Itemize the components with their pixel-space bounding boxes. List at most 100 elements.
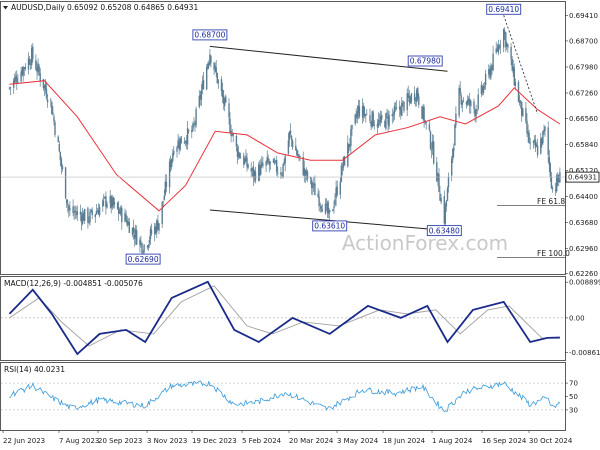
candle-body	[350, 129, 352, 146]
candle-body	[510, 47, 512, 59]
candle-body	[149, 228, 152, 239]
candle-body	[43, 85, 46, 89]
candle-body	[521, 102, 523, 116]
candle-body	[260, 164, 262, 175]
candle-body	[314, 183, 316, 196]
price-layer: FE 61.8 FE 100.0 0.69410 0.68700 0.67980 0.63…	[1, 3, 570, 265]
candle-body	[401, 102, 403, 116]
candle-body	[317, 193, 319, 197]
candle-body	[454, 124, 456, 146]
candle-body	[361, 105, 364, 118]
candle-body	[118, 206, 120, 214]
candle-body	[274, 160, 277, 162]
candle-body	[179, 138, 181, 150]
candle-body	[340, 165, 343, 182]
candle-body	[23, 67, 25, 69]
candle-body	[178, 142, 180, 148]
rsi-tick-label: 50	[569, 393, 578, 401]
candle-body	[289, 130, 292, 135]
candle-body	[281, 175, 283, 177]
candle-body	[319, 204, 321, 205]
price-label: 0.63480	[429, 226, 460, 235]
candle-body	[119, 212, 121, 214]
candle-body	[87, 208, 89, 223]
candle-body	[112, 197, 115, 206]
price-label-box	[125, 253, 161, 265]
candle-body	[342, 156, 345, 168]
date-tick-label: 1 Aug 2024	[432, 437, 473, 445]
price-label: 0.69410	[488, 5, 519, 14]
candle-body	[437, 172, 439, 180]
candle-body	[512, 66, 514, 73]
candle-body	[121, 208, 123, 223]
candle-body	[313, 183, 315, 186]
candle-body	[191, 130, 193, 132]
price-label-box	[426, 225, 462, 237]
candle-body	[39, 73, 41, 81]
candle-body	[421, 106, 423, 119]
candle-body	[518, 100, 521, 103]
candle-body	[549, 163, 551, 177]
candle-body	[141, 243, 143, 254]
candle-body	[468, 98, 470, 102]
candle-body	[498, 46, 501, 48]
candle-body	[343, 156, 346, 166]
candle-body	[124, 212, 126, 222]
candle-body	[273, 161, 276, 163]
candle-body	[22, 67, 24, 76]
candle-body	[184, 140, 187, 143]
candle-body	[254, 171, 257, 181]
date-tick-label: 30 Oct 2024	[529, 437, 573, 445]
candle-body	[459, 88, 461, 94]
watermark: ActionForex.com	[342, 231, 508, 255]
candle-body	[334, 199, 336, 205]
candle-body	[536, 145, 539, 155]
candle-body	[417, 88, 419, 99]
symbol-label: AUDUSD,Daily	[11, 3, 65, 12]
candle-body	[176, 147, 178, 152]
candle-body	[507, 44, 509, 48]
price-label: 0.63610	[314, 222, 345, 231]
date-tick-label: 5 Feb 2024	[242, 437, 282, 445]
candle-body	[339, 181, 341, 195]
candle-body	[61, 166, 64, 169]
candle-body	[503, 29, 505, 48]
candle-body	[8, 87, 11, 89]
candle-body	[399, 106, 401, 110]
candle-body	[228, 103, 230, 118]
candle-body	[268, 162, 270, 165]
candle-body	[557, 174, 559, 182]
candle-body	[392, 114, 395, 116]
trendline	[209, 45, 448, 72]
price-tick-label: 0.67260	[569, 90, 598, 98]
candle-body	[213, 62, 215, 71]
candle-body	[497, 44, 500, 53]
candle-body	[209, 54, 211, 65]
candle-body	[253, 170, 256, 177]
candle-body	[532, 141, 535, 143]
candle-body	[69, 208, 71, 211]
candle-body	[481, 86, 484, 92]
price-tick-label: 0.67980	[569, 64, 598, 72]
candle-body	[84, 209, 86, 221]
candle-body	[116, 202, 119, 209]
candle-body	[59, 151, 61, 161]
candle-body	[284, 155, 286, 164]
rsi-tick-label: 30	[569, 406, 578, 414]
candle-body	[525, 108, 527, 122]
candle-body	[163, 195, 165, 200]
candle-body	[207, 64, 209, 69]
candle-body	[88, 221, 90, 222]
candle-body	[438, 174, 440, 192]
candle-body	[223, 95, 225, 104]
candle-body	[543, 129, 545, 132]
candle-body	[370, 121, 372, 126]
candle-body	[372, 112, 374, 126]
candle-body	[148, 239, 151, 244]
candle-body	[505, 32, 507, 48]
candle-body	[326, 202, 329, 214]
candle-body	[111, 197, 113, 208]
candle-body	[17, 81, 19, 83]
candle-body	[400, 108, 402, 115]
candle-body	[50, 99, 52, 101]
